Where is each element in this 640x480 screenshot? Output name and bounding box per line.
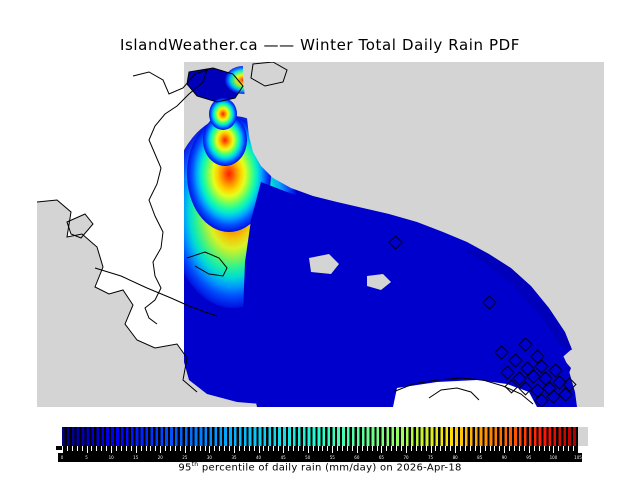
station-marker[interactable] [526,369,541,384]
island-small-1 [309,254,339,274]
map-canvas [37,62,604,407]
station-marker[interactable] [534,393,549,407]
colorbar-tick-label: 10 [108,455,114,460]
colorbar-tick-label: 55 [329,455,335,460]
station-marker[interactable] [504,379,519,394]
coastline-south-shore [392,377,534,405]
colorbar-tick-label: 85 [477,455,483,460]
caption-ordinal-suffix: th [191,461,199,468]
colorbar-tick-label: 90 [501,455,507,460]
colorbar-band-separators [62,427,578,446]
colorbar-tick-label: 75 [428,455,434,460]
station-marker[interactable] [530,383,545,398]
station-marker[interactable] [530,349,545,364]
station-marker-layer [388,235,577,407]
colorbar-tick-label: 25 [182,455,188,460]
coastline-channel-line [186,251,228,277]
coastline-island-outline-1 [186,67,244,103]
colorbar-tick-label: 20 [157,455,163,460]
colorbar-tick-label: 105 [574,455,582,460]
colorbar-tick-label: 60 [354,455,360,460]
colorbar-tick-label: 95 [526,455,532,460]
caption-value: 95 [178,462,192,474]
station-marker[interactable] [508,353,523,368]
colorbar-tick-label: 5 [85,455,88,460]
station-marker[interactable] [500,365,515,380]
station-marker[interactable] [512,371,527,386]
page-title: IslandWeather.ca —— Winter Total Daily R… [119,36,521,54]
island-small-2 [367,274,391,290]
coastline-mainland-lower [37,199,198,393]
coastline-south-inner [428,387,480,401]
station-marker[interactable] [482,295,497,310]
coastline-mainland-notch [66,213,94,239]
station-marker[interactable] [548,363,563,378]
colorbar[interactable]: 0 5 10 15 20 25 30 35 40 45 50 55 60 65 70 75 80 85 90 95 10… [56,427,588,462]
station-marker[interactable] [518,381,533,396]
colorbar-tick-marks [62,446,579,454]
coastline-island-outline-2 [250,62,288,87]
land-overlay-nw [243,62,604,407]
landmass-background [37,200,297,407]
station-marker[interactable] [494,345,509,360]
colorbar-tick-label: 50 [305,455,311,460]
rain-plume-core [203,114,247,166]
channel-east-1 [457,248,555,300]
colorbar-tick-label: 0 [60,455,64,460]
colorbar-caption: 95th percentile of daily rain (mm/day) o… [0,461,640,473]
colorbar-tick-label: 45 [280,455,286,460]
nodata-gap-south [393,380,537,407]
map-panel [37,62,604,407]
colorbar-over-endcap [578,427,588,446]
landmass-upper [67,214,93,238]
station-marker[interactable] [520,361,535,376]
station-marker[interactable] [552,375,567,390]
rainfall-field [184,62,604,407]
colorbar-axis-left-stub [56,446,62,450]
station-marker[interactable] [562,377,577,392]
colorbar-tick-label: 15 [133,455,139,460]
station-marker[interactable] [388,235,403,250]
colorbar-tick-label: 70 [403,455,409,460]
colorbar-tick-label: 40 [256,455,262,460]
map-content [37,62,604,407]
colorbar-tick-labels: 0 5 10 15 20 25 30 35 40 45 50 55 60 65 70 75 80 85 90 95 10… [58,453,582,462]
colorbar-tick-label: 30 [206,455,212,460]
station-marker[interactable] [518,337,533,352]
rain-plume-top [209,98,237,130]
coastline-inlet-thin [94,267,218,317]
colorbar-tick-label: 80 [452,455,458,460]
station-marker[interactable] [538,371,553,386]
colorbar-tick-label: 35 [231,455,237,460]
colorbar-tick-label: 100 [549,455,558,460]
coastline-layer [37,62,534,405]
caption-text: percentile of daily rain (mm/day) on 202… [198,462,462,474]
coast-water-strip [243,182,577,407]
station-marker[interactable] [534,359,549,374]
station-marker[interactable] [546,389,561,404]
colorbar-tick-label: 65 [378,455,384,460]
station-marker[interactable] [558,387,573,402]
station-marker[interactable] [542,381,557,396]
